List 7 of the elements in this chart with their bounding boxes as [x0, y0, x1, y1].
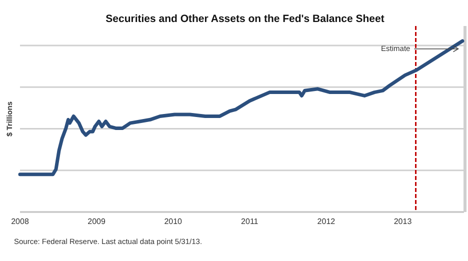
chart-title: Securities and Other Assets on the Fed's Balance Sheet — [106, 13, 385, 25]
x-tick-label: 2011 — [241, 217, 259, 226]
x-tick-label: 2013 — [394, 217, 412, 226]
x-tick-label: 2009 — [88, 217, 106, 226]
x-tick-label: 2012 — [317, 217, 336, 226]
x-tick-label: 2010 — [164, 217, 183, 226]
x-tick-label: 2008 — [11, 217, 30, 226]
